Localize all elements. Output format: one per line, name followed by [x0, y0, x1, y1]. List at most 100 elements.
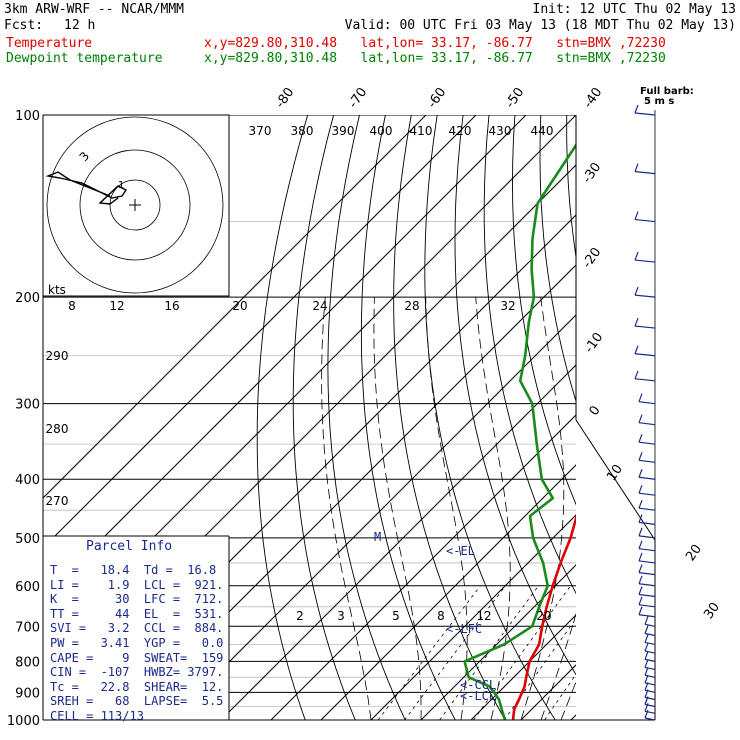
wind-barb-flag: [644, 682, 649, 691]
wind-barbs: [634, 104, 656, 721]
pressure-label: 100: [15, 109, 40, 124]
wind-barb-flag: [644, 667, 649, 676]
moist-adiabat-line: [321, 297, 372, 720]
hodograph-speed-label: 24: [312, 299, 327, 313]
wind-barb: [644, 696, 656, 701]
top-temperature-label: -70: [346, 85, 370, 111]
dry-adiabat-line: [539, 115, 576, 403]
wind-barb-flag: [634, 370, 639, 380]
mixing-ratio-line: [544, 673, 576, 720]
barb-units: 5 m s: [644, 96, 674, 107]
theta-label: 430: [489, 124, 512, 138]
wind-barb: [638, 560, 656, 564]
hodograph-ring: [79, 149, 191, 261]
parcel-info-row: SREH = 68 LAPSE= 5.5: [50, 694, 224, 709]
hodograph-ring: [46, 116, 224, 294]
lfc-marker: <-LFC: [446, 622, 482, 636]
wind-barb-flag: [634, 345, 639, 354]
wind-barb-flag: [638, 575, 643, 584]
isotherm-line: [43, 115, 477, 549]
theta-label: 400: [370, 124, 393, 138]
hodograph-speed-label: 16: [164, 299, 179, 313]
mixing-ratio-label: 8: [437, 609, 445, 623]
wind-barb: [638, 535, 656, 539]
dry-adiabat-line: [696, 115, 740, 720]
moist-adiabat-line: [540, 612, 576, 720]
left-theta-label: 290: [46, 349, 69, 363]
top-temperature-label: -60: [425, 85, 449, 111]
parcel-info-row: T = 18.4 Td = 16.8: [50, 563, 217, 577]
wind-barb: [638, 441, 656, 445]
mixing-ratio-label: 2: [296, 609, 304, 623]
dewpoint-curve: [463, 142, 576, 720]
pressure-label: 400: [15, 473, 40, 488]
dry-adiabat-line: [722, 115, 740, 720]
right-temperature-label: -20: [580, 245, 604, 271]
ccl-marker: <-CCL: [460, 678, 496, 692]
parcel-m-marker: M: [374, 530, 381, 544]
mixing-ratio-label: 3: [337, 609, 345, 623]
init-time: Init: 12 UTC Thu 02 May 13: [532, 2, 737, 17]
wind-barb: [634, 353, 656, 357]
wind-barb-flag: [638, 469, 643, 478]
dry-adiabat-line: [292, 115, 356, 720]
moist-adiabat-line: [520, 297, 565, 720]
dry-adiabat-line: [256, 115, 309, 720]
hodograph-speed-label: 28: [404, 299, 419, 313]
wind-barb-flag: [644, 674, 649, 684]
pressure-label: 1000: [7, 714, 40, 729]
right-temperature-label: -10: [582, 330, 606, 356]
wind-barb-flag: [644, 703, 649, 712]
hodograph-trace: [45, 171, 128, 205]
hodograph-speed-label: 32: [500, 299, 515, 313]
left-theta-label: 280: [46, 422, 69, 436]
parcel-info-row: Tc = 22.8 SHEAR= 12.: [50, 679, 224, 694]
parcel-info-row: LI = 1.9 LCL = 921.: [50, 577, 224, 592]
right-temperature-label: 20: [683, 542, 705, 564]
wind-barb-flag: [638, 514, 643, 523]
wind-barb-flag: [638, 564, 643, 573]
temperature-location: x,y=829.80,310.48 lat,lon= 33.17, -86.77…: [204, 36, 666, 51]
wind-barb: [644, 632, 656, 637]
wind-barb: [634, 171, 656, 175]
wind-barb: [644, 658, 656, 662]
wind-barb: [644, 674, 656, 678]
pressure-label: 800: [15, 655, 40, 670]
dewpoint-location: x,y=829.80,310.48 lat,lon= 33.17, -86.77…: [204, 51, 666, 66]
wind-barb: [638, 548, 656, 552]
isotherm-line: [43, 115, 527, 599]
mixing-ratio-label: 20: [536, 609, 551, 623]
hodograph-ring-label: 1: [118, 180, 124, 191]
lcl-marker: <-LCL: [460, 689, 496, 703]
parcel-info-row: PW = 3.41 YGP = 0.0: [50, 636, 224, 650]
wind-barb: [638, 422, 656, 426]
top-temperature-label: -40: [581, 85, 605, 111]
parcel-info-row: SVI = 3.2 CCL = 884.: [50, 621, 224, 636]
wind-barb-flag: [634, 211, 639, 220]
isotherm-line: [43, 115, 427, 499]
dry-adiabat-line: [454, 115, 576, 676]
wind-barb-flag: [644, 709, 649, 719]
wind-barb-flag: [644, 651, 649, 660]
dry-adiabat-line: [360, 115, 456, 720]
wind-barb: [644, 717, 656, 721]
wind-barb: [638, 614, 656, 618]
pressure-label: 700: [15, 620, 40, 635]
pressure-label: 600: [15, 580, 40, 595]
parcel-info-box: [43, 536, 229, 720]
wind-barb-flag: [634, 317, 639, 327]
wind-barb: [644, 682, 656, 686]
wind-barb: [634, 218, 656, 223]
wind-barb: [634, 325, 656, 329]
wind-barb-flag: [638, 484, 643, 494]
hodograph-speed-label: 12: [109, 299, 124, 313]
hodograph-kts-label: kts: [48, 283, 66, 297]
wind-barb-flag: [644, 696, 649, 705]
right-temperature-label: 10: [604, 462, 626, 484]
parcel-info-row: K = 30 LFC = 712.: [50, 592, 224, 607]
wind-barb: [638, 476, 656, 480]
isotherm-line: [370, 514, 576, 720]
wind-barb-flag: [638, 393, 643, 402]
wind-barb-flag: [638, 606, 643, 615]
theta-label: 390: [332, 124, 355, 138]
